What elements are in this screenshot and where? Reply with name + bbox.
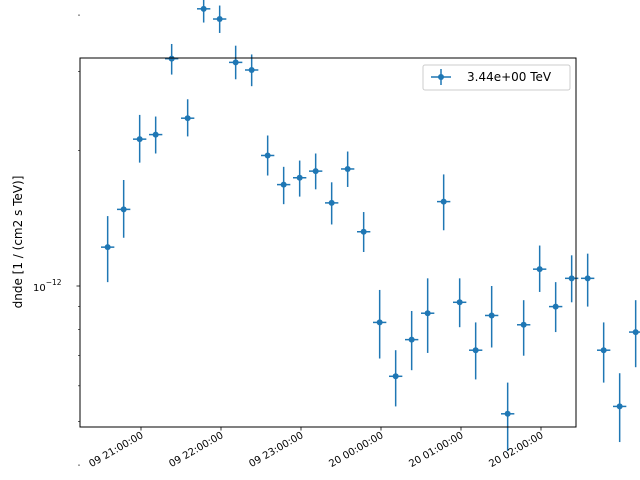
data-point [424, 310, 431, 317]
data-point [536, 266, 543, 273]
y-axis: 10−12 [33, 14, 80, 466]
data-point [328, 199, 335, 206]
data-point [600, 347, 607, 354]
data-point [552, 303, 559, 310]
data-point [456, 299, 463, 306]
data-point [312, 168, 319, 175]
data-point [472, 347, 479, 354]
data-point [280, 181, 287, 188]
data-point [184, 115, 191, 122]
data-point [344, 165, 351, 172]
data-point [488, 312, 495, 319]
plot-frame [79, 57, 577, 428]
data-point [248, 66, 255, 73]
legend-marker [438, 74, 444, 80]
data-point [360, 228, 367, 235]
data-point [520, 321, 527, 328]
data-point [616, 403, 623, 410]
y-tick-label-base: 10 [33, 283, 46, 294]
legend-label: 3.44e+00 TeV [467, 70, 552, 84]
data-point [408, 336, 415, 343]
y-tick-label-exp: −12 [46, 278, 62, 287]
data-point [568, 275, 575, 282]
data-point [152, 131, 159, 138]
legend: 3.44e+00 TeV [422, 64, 571, 91]
y-tick-label: 10−12 [33, 278, 62, 294]
data-point [216, 16, 223, 23]
data-point [168, 55, 175, 62]
legend-box [422, 64, 571, 91]
data-point [376, 319, 383, 326]
data-point [264, 152, 271, 159]
data-point [120, 206, 127, 213]
data-point [584, 275, 591, 282]
data-point [232, 59, 239, 66]
data-point [296, 174, 303, 181]
data-point [504, 410, 511, 417]
series-marks [101, 0, 640, 451]
data-point [136, 136, 143, 143]
y-axis-label: dnde [1 / (cm2 s TeV)] [11, 176, 25, 309]
data-point [200, 5, 207, 12]
data-point [392, 373, 399, 380]
data-point [440, 198, 447, 205]
data-point [632, 329, 639, 336]
data-point [104, 244, 111, 251]
